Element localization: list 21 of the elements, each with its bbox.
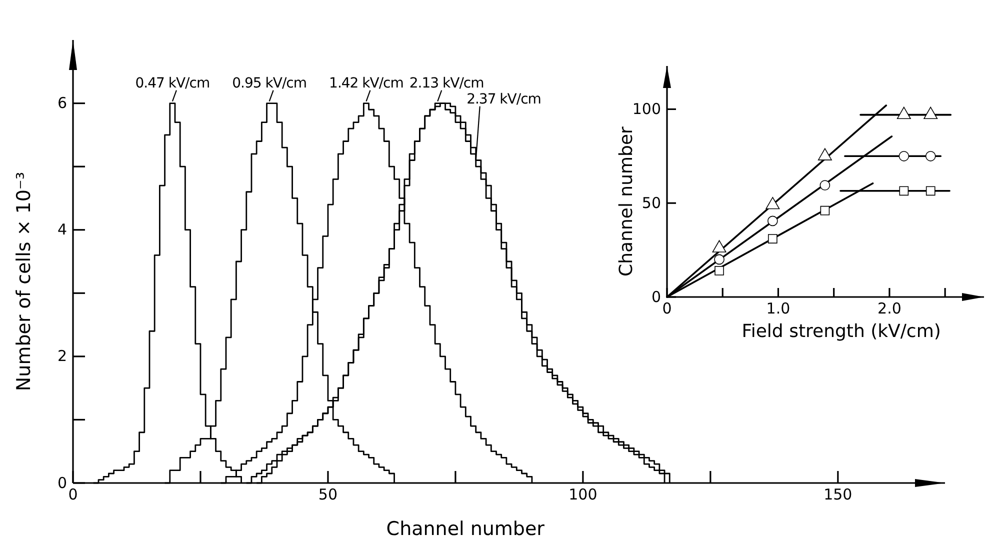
y-axis-title: Channel number	[616, 126, 637, 276]
x-axis-title: Channel number	[386, 518, 545, 540]
x-tick-label: 2.0	[878, 300, 902, 318]
x-tick-label: 1.0	[766, 300, 790, 318]
y-tick-label: 50	[642, 194, 661, 212]
series-label: 2.13 kV/cm	[409, 75, 484, 92]
series-label: 0.95 kV/cm	[232, 75, 307, 92]
y-tick-label: 4	[57, 220, 67, 239]
y-tick-label: 6	[57, 94, 67, 112]
series-label: 1.42 kV/cm	[329, 75, 404, 92]
x-tick-label: 50	[318, 486, 338, 504]
x-tick-label: 100	[568, 486, 598, 504]
series-label: 2.37 kV/cm	[466, 91, 541, 108]
series-label: 0.47 kV/cm	[135, 75, 210, 92]
y-tick-label: 0	[651, 288, 661, 306]
y-axis-title: Number of cells × 10⁻³	[13, 172, 35, 392]
y-tick-label: 0	[57, 474, 67, 492]
x-tick-label: 150	[824, 486, 852, 504]
y-tick-label: 2	[57, 347, 67, 366]
x-axis-title: Field strength (kV/cm)	[742, 321, 941, 342]
y-tick-label: 100	[632, 100, 661, 118]
